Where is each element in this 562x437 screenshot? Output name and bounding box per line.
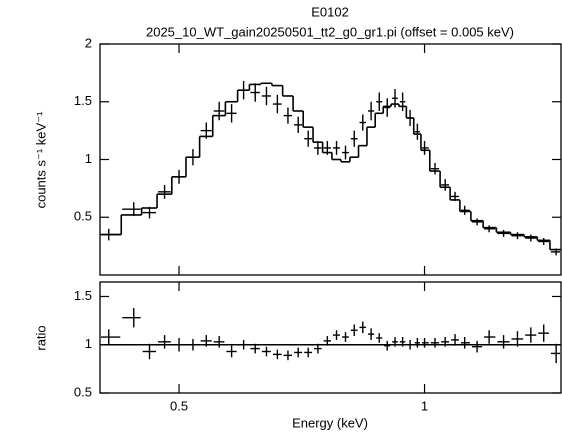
y-tick-label: 0.5 [74, 384, 92, 399]
x-axis-label: Energy (keV) [292, 415, 368, 430]
y-tick-label: 0.5 [74, 209, 92, 224]
y-tick-label: 2 [85, 35, 92, 50]
x-tick-label: 1 [421, 398, 428, 413]
chart-title: E0102 [311, 4, 349, 19]
chart-subtitle: 2025_10_WT_gain20250501_tt2_g0_gr1.pi (o… [146, 24, 514, 39]
y-tick-label: 1 [85, 336, 92, 351]
plot-frame [99, 281, 562, 394]
plot-frame [99, 43, 562, 276]
y-axis-label: counts s⁻¹ keV⁻¹ [33, 111, 48, 208]
y-tick-label: 1.5 [74, 93, 92, 108]
y-tick-label: 1 [85, 151, 92, 166]
y-axis-label: ratio [33, 325, 48, 350]
y-tick-label: 1.5 [74, 288, 92, 303]
x-tick-label: 0.5 [170, 398, 188, 413]
